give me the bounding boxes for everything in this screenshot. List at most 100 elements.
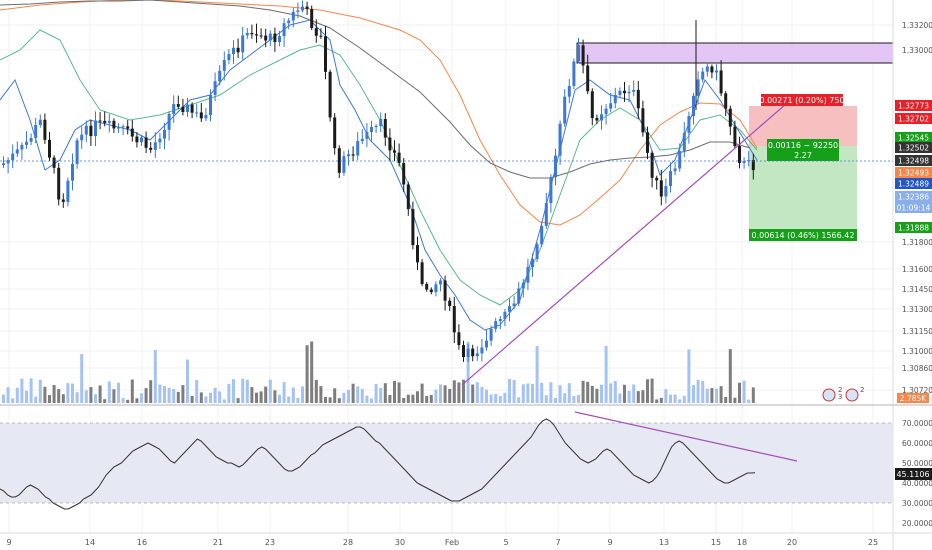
rsi-tick-label: 50.0000 [902, 459, 932, 468]
candle-body [112, 120, 116, 129]
candle-body [337, 148, 341, 173]
volume-bar [310, 341, 314, 403]
volume-bar [360, 389, 364, 403]
volume-bar [89, 387, 93, 403]
candle-body [301, 6, 304, 11]
candle-body [526, 266, 530, 283]
rsi-tick-label: 40.0000 [902, 479, 932, 488]
volume-bar [370, 398, 373, 403]
volume-bar [236, 398, 240, 403]
volume-bar [195, 380, 199, 403]
candle-body [678, 151, 682, 169]
candle-body [443, 280, 447, 301]
volume-bar [623, 384, 626, 403]
resistance-zone[interactable] [576, 42, 894, 64]
price-label: 1.32489 [898, 180, 929, 189]
volume-bar [61, 394, 65, 403]
volume-bar [521, 384, 525, 403]
flag-icon[interactable] [822, 388, 836, 402]
candle-body [498, 318, 502, 322]
volume-bar [632, 384, 636, 403]
volume-bar [268, 379, 272, 403]
volume-bar [66, 383, 70, 403]
volume-bar [291, 387, 295, 403]
event-badge-1: 2 [838, 386, 842, 394]
ascending-trendline[interactable] [461, 103, 787, 386]
rsi-divergence-line[interactable] [574, 411, 798, 462]
price-label-box [895, 155, 932, 166]
candle-body [250, 32, 254, 35]
target-label: 0.00614 (0.46%) 1566.42 [752, 231, 855, 240]
volume-bar [57, 389, 61, 403]
volume-bar [181, 385, 185, 403]
candle-body [397, 152, 401, 163]
x-tick-label: 7 [555, 538, 560, 547]
volume-bar [140, 393, 143, 403]
volume-bar [25, 390, 28, 403]
price-tick-label: 1.31450 [902, 285, 932, 294]
volume-bar [98, 385, 102, 403]
candle-body [34, 124, 38, 139]
candle-body [245, 32, 249, 36]
candle-body [632, 89, 636, 92]
candle-body [94, 120, 97, 137]
candle-body [25, 141, 28, 145]
volume-badge-box [897, 393, 929, 403]
candle-body [641, 108, 645, 133]
candle-body [126, 126, 130, 129]
candle-body [466, 348, 470, 358]
candle-body [701, 71, 705, 80]
ma-long-line [0, 0, 758, 226]
price-tick-label: 1.31600 [902, 265, 932, 274]
flag-icon[interactable] [845, 388, 859, 402]
candle-body [278, 36, 281, 42]
candle-body [264, 35, 268, 41]
candle-body [20, 144, 24, 150]
candle-body [291, 11, 295, 21]
candle-body [61, 199, 65, 202]
volume-bar [337, 398, 341, 403]
volume-bar [466, 341, 470, 403]
volume-bar [586, 381, 590, 403]
volume-bar [296, 397, 300, 403]
event-badge-group[interactable]: 2 3 2 [822, 386, 864, 402]
candle-body [724, 93, 728, 109]
candle-body [181, 106, 185, 112]
candle-body [420, 262, 424, 285]
price-tick-label: 1.33200 [902, 21, 932, 30]
candle-body [586, 65, 590, 92]
x-tick-label: 9 [607, 538, 612, 547]
candle-body [613, 94, 617, 104]
candle-body [190, 104, 194, 113]
volume-bar [52, 385, 56, 403]
volume-bar [199, 392, 203, 403]
candle-body [439, 280, 442, 285]
candle-body [103, 120, 107, 123]
candle-body [38, 119, 42, 125]
candle-body [425, 284, 429, 290]
volume-bar [655, 399, 659, 403]
x-axis[interactable]: 9 14 16 21 23 28 30 Feb 5 7 9 13 15 18 20 25 [6, 538, 878, 547]
volume-bar [204, 396, 208, 403]
volume-bar [356, 386, 360, 403]
candle-body [213, 81, 217, 95]
price-label: 1.32773 [898, 102, 929, 111]
price-label: 1.32493 [898, 169, 929, 178]
candle-body [411, 209, 415, 246]
volume-bar [305, 345, 309, 403]
volume-bar [287, 396, 291, 403]
x-tick-label: 23 [265, 538, 275, 547]
price-axis[interactable]: 1.33200 1.33000 1.31800 1.31600 1.31450 1.313… [892, 0, 932, 550]
candle-body [351, 154, 355, 156]
candle-body [153, 142, 157, 150]
rsi-axis[interactable]: 70.0000 60.0000 50.0000 40.0000 30.0000 20.00… [902, 419, 932, 528]
x-tick-label: Feb [445, 538, 459, 547]
rsi-band [0, 423, 893, 503]
volume-bar [733, 397, 737, 403]
volume-bar [696, 379, 700, 403]
volume-bar [738, 382, 741, 403]
candle-body [577, 45, 580, 62]
candle-body [66, 180, 70, 202]
rsi-tick-label: 60.0000 [902, 439, 932, 448]
